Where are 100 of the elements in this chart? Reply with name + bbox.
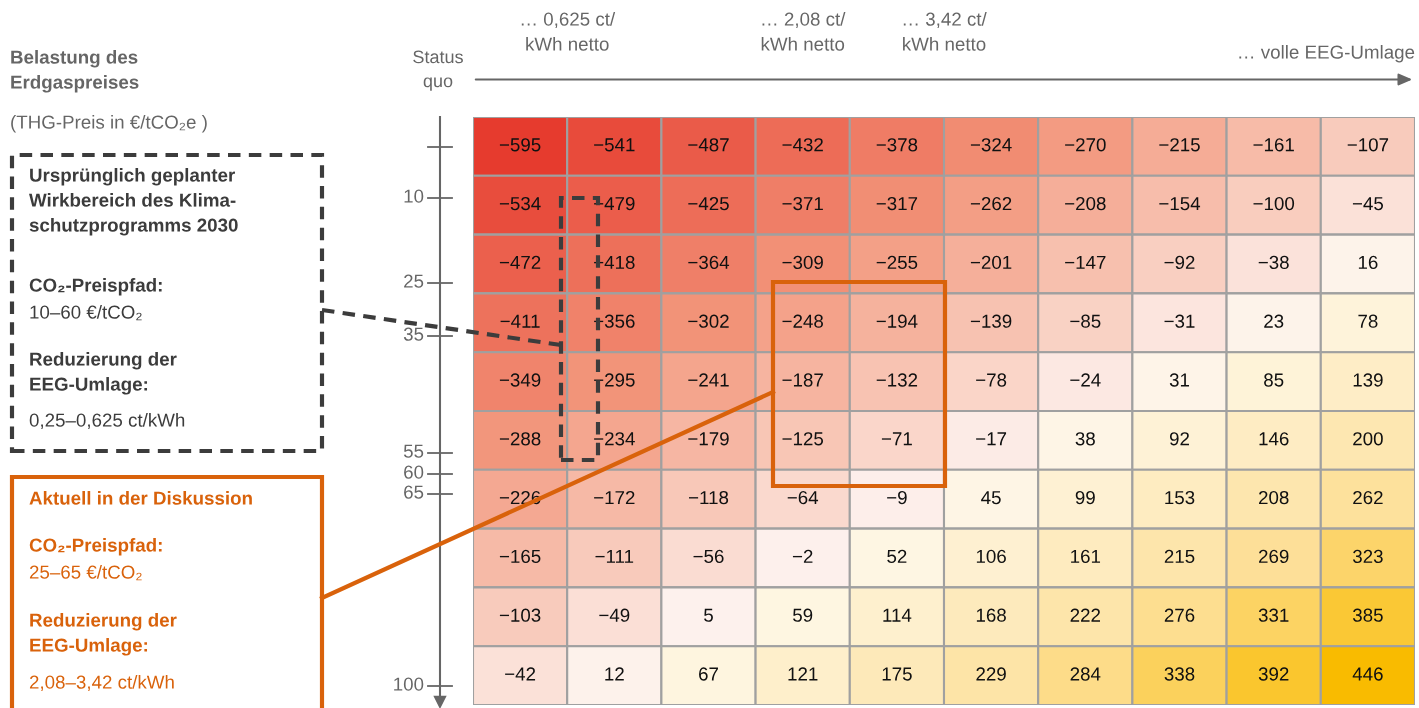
data-label: −24 (1070, 373, 1101, 387)
data-label: −534 (499, 196, 541, 211)
text: Reduzierung der EEG-Umlage: (30, 613, 177, 656)
text: 60 (404, 465, 424, 479)
data-label: −479 (594, 196, 635, 211)
text: … 0,625 ct/ kWh netto (521, 12, 616, 51)
text: … 2,08 ct/ kWh netto (761, 12, 846, 51)
data-label: 31 (1169, 373, 1190, 387)
data-label: 229 (976, 667, 1006, 681)
text: 35 (403, 327, 424, 341)
data-label: 284 (1070, 667, 1101, 681)
data-label: −317 (876, 196, 918, 211)
data-label: 52 (887, 549, 907, 564)
data-label: 92 (1169, 432, 1189, 446)
data-label: −234 (594, 432, 635, 446)
data-label: −85 (1070, 314, 1101, 328)
text: 10 (404, 189, 424, 203)
data-label: −302 (688, 314, 729, 328)
data-label: 114 (883, 608, 912, 622)
text: Reduzierung der EEG-Umlage: (30, 352, 177, 395)
data-label: −411 (500, 314, 540, 328)
data-label: 67 (699, 667, 718, 681)
data-label: −132 (876, 373, 918, 387)
data-label: −49 (599, 608, 630, 622)
data-label: 38 (1075, 432, 1095, 446)
data-label: −172 (594, 490, 635, 505)
text: 65 (404, 485, 424, 499)
text: CO₂-Preispfad: (29, 278, 162, 296)
data-label: −270 (1065, 138, 1106, 152)
data-label: −241 (688, 373, 729, 387)
data-label: −17 (976, 432, 1007, 446)
data-label: −487 (688, 138, 729, 152)
data-label: −187 (782, 373, 823, 387)
data-label: −595 (499, 138, 541, 152)
data-label: −179 (688, 432, 729, 446)
data-label: 121 (788, 667, 818, 681)
data-label: −201 (970, 255, 1012, 270)
text: … volle EEG-Umlage (1239, 45, 1415, 63)
text: Belastung des Erdgaspreises (11, 50, 139, 93)
data-label: −349 (499, 373, 541, 387)
data-label: −100 (1253, 196, 1295, 211)
data-label: −78 (976, 373, 1007, 387)
text: (THG-Preis in €/tCO₂e ) (11, 115, 207, 133)
data-label: −262 (970, 196, 1012, 211)
data-label: −2 (792, 549, 813, 563)
data-label: 338 (1164, 667, 1195, 681)
data-label: −215 (1159, 138, 1200, 152)
data-label: 222 (1070, 608, 1100, 622)
data-label: 153 (1165, 490, 1195, 505)
data-label: −161 (1253, 138, 1294, 152)
data-label: 215 (1164, 549, 1195, 564)
data-label: 200 (1353, 432, 1383, 446)
text: 10–60 €/tCO₂ (30, 305, 142, 321)
data-label: −9 (887, 490, 907, 505)
data-label: −288 (499, 432, 541, 446)
data-label: 23 (1264, 314, 1284, 328)
data-label: 59 (793, 608, 813, 622)
data-label: −194 (876, 314, 918, 328)
data-label: 85 (1264, 373, 1284, 387)
data-label: −324 (970, 138, 1012, 152)
data-label: 392 (1258, 667, 1289, 681)
data-label: −255 (876, 255, 918, 270)
data-label: −71 (881, 432, 912, 446)
data-label: 16 (1358, 255, 1378, 270)
text: 100 (394, 677, 424, 691)
text: 55 (403, 444, 424, 458)
text: 25 (404, 274, 424, 288)
data-label: 161 (1071, 549, 1101, 564)
text: Status quo (413, 50, 463, 91)
data-label: −378 (876, 138, 918, 152)
data-label: −364 (688, 255, 730, 270)
data-label: −248 (782, 314, 823, 328)
data-label: −432 (782, 138, 823, 152)
data-label: −139 (970, 314, 1012, 328)
data-label: 175 (882, 667, 912, 681)
data-label: 106 (976, 549, 1006, 564)
data-label: 12 (605, 667, 624, 681)
data-label: 99 (1075, 490, 1095, 505)
data-label: 262 (1353, 490, 1383, 505)
data-label: −541 (594, 138, 635, 152)
data-label: −111 (595, 549, 634, 563)
text: Ursprünglich geplanter Wirkbereich des Klima- schutzprogramms 2030 (29, 168, 238, 236)
data-label: 331 (1258, 608, 1289, 622)
data-label: −38 (1258, 255, 1289, 270)
data-label: 5 (704, 608, 713, 622)
data-label: −107 (1347, 138, 1389, 152)
data-label: −309 (782, 255, 823, 270)
data-label: 446 (1352, 667, 1383, 681)
data-label: −165 (499, 549, 541, 564)
data-label: 78 (1358, 314, 1378, 328)
data-label: −208 (1065, 196, 1106, 211)
data-label: −118 (689, 490, 729, 505)
data-label: −92 (1164, 255, 1195, 270)
data-label: −103 (499, 608, 541, 622)
data-label: −295 (594, 373, 635, 387)
data-label: −125 (782, 432, 824, 446)
data-label: −425 (688, 196, 729, 211)
text: 25–65 €/tCO₂ (29, 565, 142, 581)
data-label: −371 (782, 196, 823, 211)
data-label: −45 (1352, 197, 1384, 211)
